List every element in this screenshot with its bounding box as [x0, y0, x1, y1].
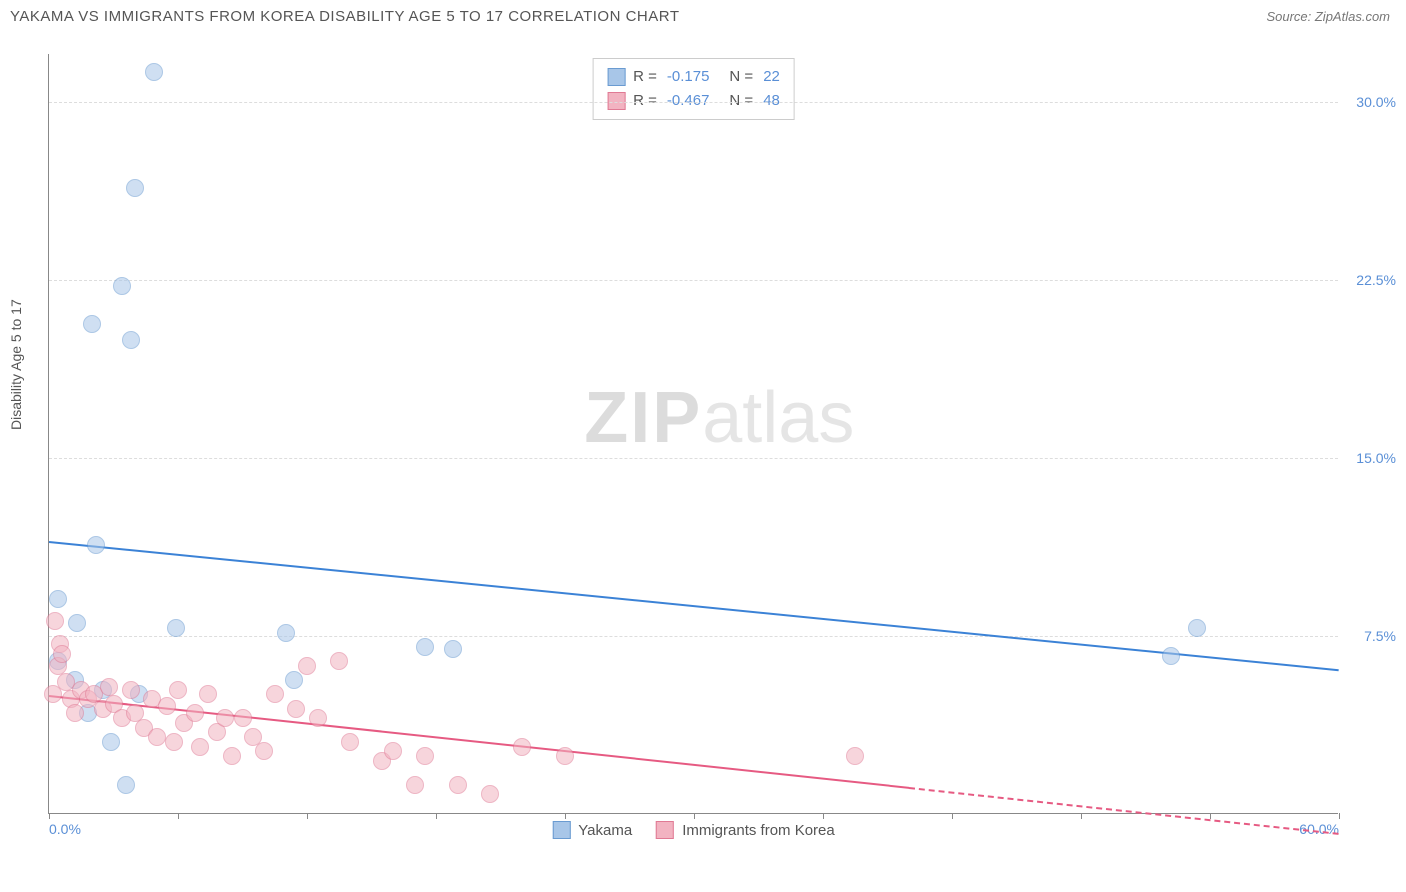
data-point	[416, 638, 434, 656]
plot-area: ZIPatlas R =-0.175N =22R =-0.467N =48 Ya…	[48, 54, 1338, 814]
x-tick	[1210, 813, 1211, 819]
data-point	[277, 624, 295, 642]
correlation-legend: R =-0.175N =22R =-0.467N =48	[592, 58, 795, 120]
data-point	[87, 536, 105, 554]
data-point	[1188, 619, 1206, 637]
data-point	[341, 733, 359, 751]
data-point	[444, 640, 462, 658]
data-point	[416, 747, 434, 765]
data-point	[122, 681, 140, 699]
data-point	[223, 747, 241, 765]
data-point	[449, 776, 467, 794]
data-point	[169, 681, 187, 699]
data-point	[117, 776, 135, 794]
legend-swatch	[552, 821, 570, 839]
y-tick-label: 7.5%	[1364, 628, 1396, 644]
data-point	[49, 590, 67, 608]
source-attribution: Source: ZipAtlas.com	[1266, 9, 1390, 24]
gridline	[49, 636, 1338, 637]
data-point	[255, 742, 273, 760]
data-point	[167, 619, 185, 637]
n-label: N =	[729, 65, 753, 89]
n-value: 22	[763, 65, 780, 89]
data-point	[406, 776, 424, 794]
trendline	[909, 787, 1339, 835]
x-tick	[1081, 813, 1082, 819]
data-point	[148, 728, 166, 746]
data-point	[113, 277, 131, 295]
data-point	[330, 652, 348, 670]
x-tick	[823, 813, 824, 819]
data-point	[285, 671, 303, 689]
data-point	[384, 742, 402, 760]
x-tick	[565, 813, 566, 819]
data-point	[191, 738, 209, 756]
r-value: -0.175	[667, 65, 710, 89]
x-tick	[694, 813, 695, 819]
data-point	[66, 704, 84, 722]
gridline	[49, 458, 1338, 459]
data-point	[287, 700, 305, 718]
data-point	[46, 612, 64, 630]
data-point	[513, 738, 531, 756]
series-legend: Yakama Immigrants from Korea	[552, 821, 834, 839]
x-tick	[952, 813, 953, 819]
y-tick-label: 22.5%	[1356, 272, 1396, 288]
x-tick	[178, 813, 179, 819]
y-tick-label: 30.0%	[1356, 94, 1396, 110]
gridline	[49, 280, 1338, 281]
legend-item: Immigrants from Korea	[656, 821, 835, 839]
r-label: R =	[633, 65, 657, 89]
data-point	[158, 697, 176, 715]
legend-label: Yakama	[578, 822, 632, 839]
data-point	[102, 733, 120, 751]
data-point	[309, 709, 327, 727]
x-tick	[1339, 813, 1340, 819]
x-tick-label: 0.0%	[49, 821, 81, 837]
data-point	[165, 733, 183, 751]
legend-swatch	[607, 68, 625, 86]
data-point	[68, 614, 86, 632]
data-point	[298, 657, 316, 675]
data-point	[186, 704, 204, 722]
legend-label: Immigrants from Korea	[682, 822, 835, 839]
gridline	[49, 102, 1338, 103]
data-point	[100, 678, 118, 696]
data-point	[44, 685, 62, 703]
data-point	[556, 747, 574, 765]
data-point	[122, 331, 140, 349]
chart-title: YAKAMA VS IMMIGRANTS FROM KOREA DISABILI…	[10, 8, 680, 25]
legend-row: R = -0.175 N = 22	[607, 65, 780, 89]
data-point	[83, 315, 101, 333]
data-point	[266, 685, 284, 703]
data-point	[234, 709, 252, 727]
legend-item: Yakama	[552, 821, 632, 839]
data-point	[1162, 647, 1180, 665]
watermark: ZIPatlas	[584, 377, 854, 459]
data-point	[216, 709, 234, 727]
data-point	[145, 63, 163, 81]
data-point	[481, 785, 499, 803]
x-tick	[307, 813, 308, 819]
y-axis-label: Disability Age 5 to 17	[8, 299, 24, 430]
data-point	[199, 685, 217, 703]
y-tick-label: 15.0%	[1356, 450, 1396, 466]
x-tick	[49, 813, 50, 819]
data-point	[126, 179, 144, 197]
x-tick	[436, 813, 437, 819]
data-point	[846, 747, 864, 765]
data-point	[53, 645, 71, 663]
trendline	[49, 541, 1339, 671]
legend-swatch	[656, 821, 674, 839]
